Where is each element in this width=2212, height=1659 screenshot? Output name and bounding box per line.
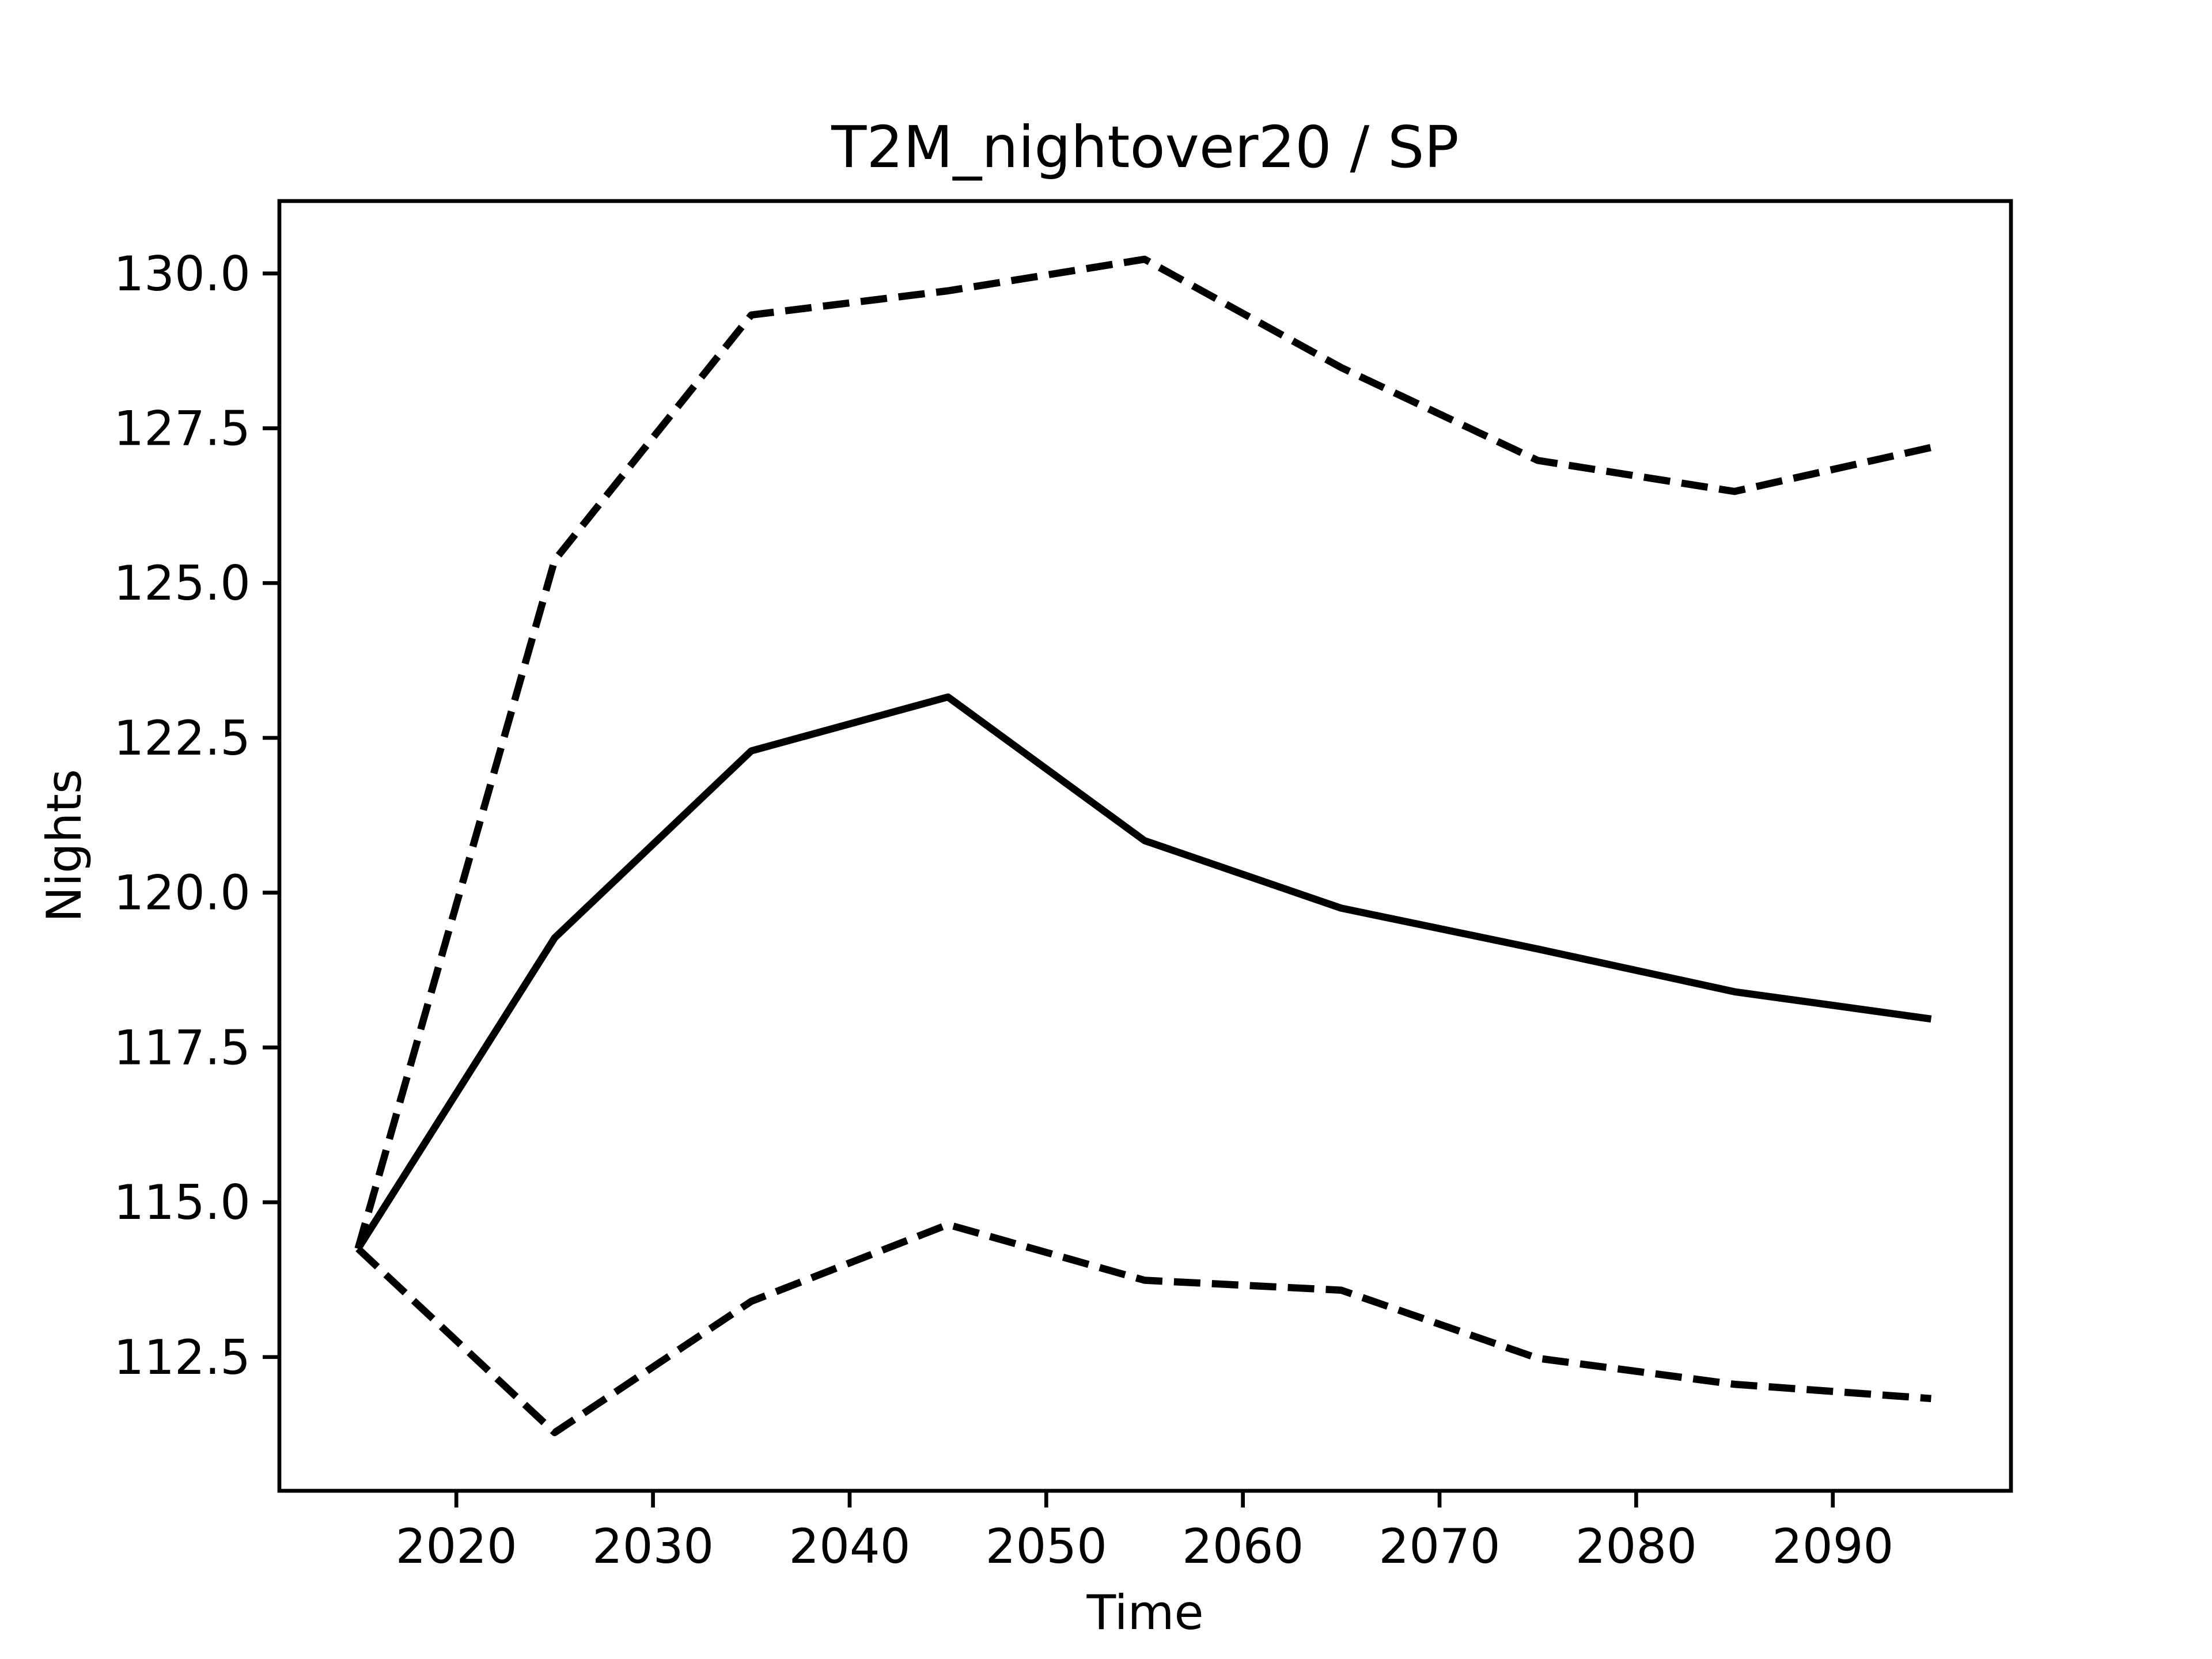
x-tick-label: 2020 — [396, 1518, 517, 1574]
x-tick-label: 2030 — [592, 1518, 714, 1574]
y-tick-label: 130.0 — [113, 246, 251, 302]
y-axis-label: Nights — [36, 769, 92, 922]
series-line — [355, 693, 1932, 1251]
x-tick-label: 2040 — [789, 1518, 910, 1574]
x-tick-label: 2080 — [1575, 1518, 1697, 1574]
y-tick-label: 120.0 — [113, 865, 251, 921]
plot-frame — [277, 199, 2013, 1493]
x-tick-label: 2050 — [986, 1518, 1107, 1574]
y-tick-label: 117.5 — [113, 1020, 251, 1075]
x-axis-label: Time — [1086, 1585, 1203, 1641]
series-line — [355, 1221, 1931, 1437]
x-tick-label: 2060 — [1182, 1518, 1304, 1574]
y-tick-label: 115.0 — [113, 1175, 251, 1230]
series-line — [354, 255, 1932, 1250]
x-tick-label: 2090 — [1772, 1518, 1893, 1574]
y-tick-label: 122.5 — [113, 710, 251, 766]
chart-title: T2M_nightover20 / SP — [831, 113, 1459, 181]
x-tick-label: 2070 — [1378, 1518, 1500, 1574]
y-tick-label: 127.5 — [113, 400, 251, 456]
y-tick-label: 112.5 — [113, 1330, 251, 1385]
y-tick-label: 125.0 — [113, 555, 251, 611]
